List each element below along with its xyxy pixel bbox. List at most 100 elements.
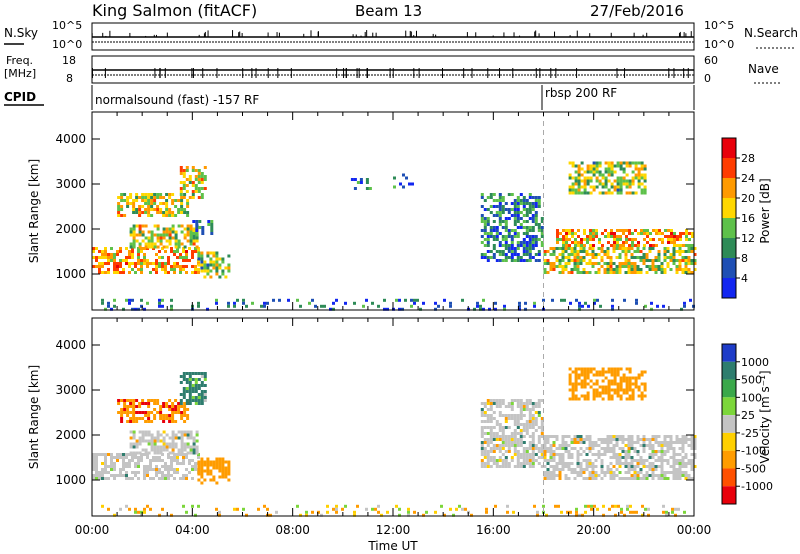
echo-cell xyxy=(666,435,670,438)
echo-cell xyxy=(631,238,634,241)
echo-cell xyxy=(189,230,193,234)
echo-cell xyxy=(601,397,605,401)
echo-cell xyxy=(498,450,502,453)
echo-cell xyxy=(591,250,595,253)
echo-cell xyxy=(168,399,172,402)
echo-cell xyxy=(185,169,189,172)
echo-cell xyxy=(571,182,575,186)
echo-cell xyxy=(657,465,661,468)
echo-cell xyxy=(98,271,101,274)
echo-cell xyxy=(498,259,502,262)
echo-cell xyxy=(574,164,578,168)
echo-cell xyxy=(598,161,602,165)
echo-cell xyxy=(200,399,204,402)
echo-cell xyxy=(542,298,545,302)
echo-cell xyxy=(195,236,199,240)
echo-cell xyxy=(629,510,632,514)
echo-cell xyxy=(577,164,581,168)
echo-cell xyxy=(191,504,194,508)
echo-cell xyxy=(144,448,148,452)
echo-cell xyxy=(619,161,623,165)
echo-cell xyxy=(263,301,266,305)
echo-cell xyxy=(681,441,685,444)
echo-cell xyxy=(132,202,136,205)
echo-cell xyxy=(170,307,173,311)
echo-cell xyxy=(140,268,143,271)
echo-cell xyxy=(594,477,598,480)
echo-cell xyxy=(504,438,508,441)
echo-cell xyxy=(573,447,577,450)
echo-cell xyxy=(525,429,529,432)
echo-cell xyxy=(534,459,538,462)
echo-cell xyxy=(613,185,617,189)
echo-cell xyxy=(186,408,190,411)
echo-cell xyxy=(589,179,593,183)
echo-cell xyxy=(592,170,596,174)
echo-cell xyxy=(495,423,499,426)
echo-cell xyxy=(156,399,160,402)
echo-cell xyxy=(591,441,595,444)
echo-cell xyxy=(663,250,667,253)
echo-cell xyxy=(672,253,676,256)
echo-cell xyxy=(176,462,179,465)
echo-cell xyxy=(153,202,157,205)
echo-cell xyxy=(203,469,207,473)
y-tick-label: 1000 xyxy=(55,473,86,487)
echo-cell xyxy=(489,450,493,453)
echo-cell xyxy=(224,460,228,464)
echo-cell xyxy=(498,223,502,226)
echo-cell xyxy=(167,468,170,471)
echo-cell xyxy=(137,256,140,259)
echo-cell xyxy=(642,441,646,444)
echo-cell xyxy=(386,307,389,311)
echo-cell xyxy=(129,405,133,408)
colorbar-segment xyxy=(722,198,736,218)
echo-cell xyxy=(690,259,694,262)
echo-cell xyxy=(183,420,187,423)
echo-cell xyxy=(464,507,467,511)
echo-cell xyxy=(516,256,520,259)
echo-cell xyxy=(627,468,631,471)
echo-cell xyxy=(528,238,532,241)
echo-cell xyxy=(628,382,632,386)
echo-cell xyxy=(110,474,113,477)
echo-cell xyxy=(693,447,697,450)
colorbar-segment xyxy=(722,379,736,398)
echo-cell xyxy=(516,241,520,244)
echo-cell xyxy=(618,456,622,459)
echo-cell xyxy=(561,247,565,250)
echo-cell xyxy=(188,196,192,199)
echo-cell xyxy=(195,433,199,437)
echo-cell xyxy=(610,232,613,235)
echo-cell xyxy=(540,229,544,232)
echo-cell xyxy=(486,241,490,244)
echo-cell xyxy=(483,438,487,441)
echo-cell xyxy=(498,411,502,414)
echo-cell xyxy=(607,394,611,398)
echo-cell xyxy=(158,298,161,302)
echo-cell xyxy=(498,456,502,459)
echo-cell xyxy=(587,304,590,308)
echo-cell xyxy=(198,226,202,229)
echo-cell xyxy=(507,447,511,450)
echo-cell xyxy=(627,444,631,447)
echo-cell xyxy=(125,298,128,302)
echo-cell xyxy=(534,420,538,423)
echo-cell xyxy=(152,262,155,265)
echo-cell xyxy=(655,244,658,247)
echo-cell xyxy=(147,205,151,208)
echo-cell xyxy=(561,253,565,256)
echo-cell xyxy=(612,471,616,474)
echo-cell xyxy=(592,173,596,177)
echo-cell xyxy=(359,181,363,184)
echo-cell xyxy=(158,301,161,305)
echo-cell xyxy=(480,253,484,256)
echo-cell xyxy=(168,193,172,196)
echo-cell xyxy=(299,513,302,517)
echo-cell xyxy=(531,423,535,426)
colorbar-segment xyxy=(722,238,736,258)
echo-cell xyxy=(159,202,163,205)
echo-cell xyxy=(589,164,593,168)
echo-cell xyxy=(631,244,634,247)
echo-cell xyxy=(137,462,140,465)
